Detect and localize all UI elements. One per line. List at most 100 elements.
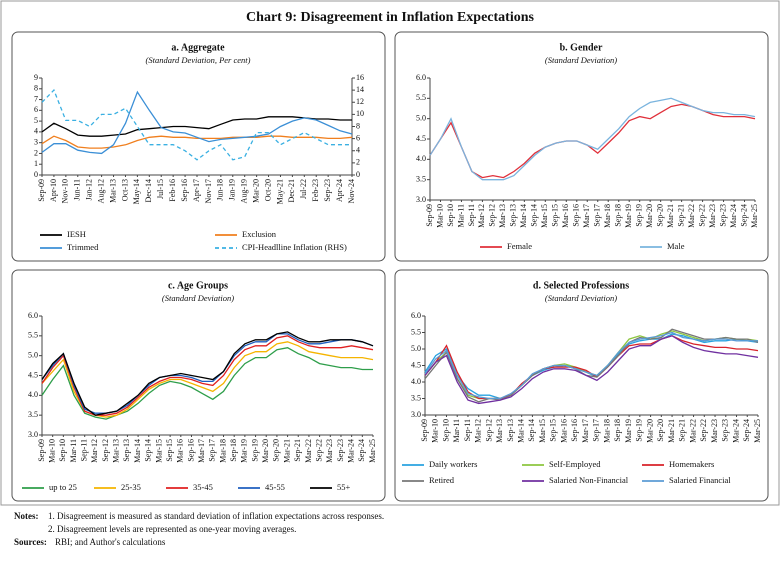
x-tick-label: Sep-23 bbox=[718, 204, 727, 227]
x-tick-label: Mar-14 bbox=[517, 419, 526, 443]
x-tick-label: Sep-09 bbox=[420, 419, 429, 442]
x-tick-label: Mar-20 bbox=[251, 179, 260, 203]
x-tick-label: Mar-16 bbox=[176, 439, 185, 463]
x-tick-label: Sep-19 bbox=[250, 439, 259, 462]
series-line bbox=[424, 328, 759, 403]
y-tick-label: 3.0 bbox=[411, 410, 421, 419]
legend-label: Female bbox=[507, 241, 532, 251]
x-tick-label: Feb-16 bbox=[168, 179, 177, 202]
legend-label: Exclusion bbox=[242, 229, 277, 239]
x-tick-label: Dec-14 bbox=[144, 179, 153, 203]
x-tick-label: Sep-21 bbox=[678, 419, 687, 442]
legend-label: Salaried Financial bbox=[669, 475, 731, 485]
x-tick-label: May-21 bbox=[275, 179, 284, 204]
y-tick-label: 8 bbox=[34, 84, 38, 93]
x-tick-label: Mar-17 bbox=[581, 419, 590, 443]
x-tick-label: Mar-15 bbox=[538, 419, 547, 443]
series-line bbox=[41, 116, 352, 137]
x-tick-label: Sep-13 bbox=[506, 419, 515, 442]
x-tick-label: Sep-15 bbox=[165, 439, 174, 462]
x-tick-label: Sep-11 bbox=[467, 204, 476, 226]
x-tick-label: Mar-24 bbox=[729, 204, 738, 228]
x-tick-label: Sep-15 bbox=[551, 204, 560, 227]
x-tick-label: Nov-10 bbox=[61, 179, 70, 203]
x-tick-label: Mar-13 bbox=[495, 419, 504, 443]
legend-label: Trimmed bbox=[67, 242, 99, 252]
panel-subtitle: (Standard Deviation) bbox=[545, 55, 617, 65]
legend-label: up to 25 bbox=[49, 482, 77, 492]
x-tick-label: Mar-19 bbox=[624, 419, 633, 443]
x-tick-label: Mar-25 bbox=[753, 419, 762, 443]
series-line bbox=[41, 90, 353, 155]
x-tick-label: Mar-17 bbox=[582, 204, 591, 228]
x-tick-label: Mar-18 bbox=[602, 419, 611, 443]
legend-label: CPI-Headlline Inflation (RHS) bbox=[242, 242, 347, 252]
series-line bbox=[41, 331, 374, 416]
x-tick-label: Mar-19 bbox=[240, 439, 249, 463]
x-tick-label: Sep-21 bbox=[293, 439, 302, 462]
x-tick-label: Mar-12 bbox=[477, 204, 486, 228]
series-line bbox=[429, 103, 756, 179]
panel-frame bbox=[394, 31, 769, 262]
x-tick-label: Sep-09 bbox=[425, 204, 434, 227]
x-tick-label: Aug-19 bbox=[240, 179, 249, 203]
x-tick-label: Jan-12 bbox=[85, 179, 94, 200]
panel-title: b. Gender bbox=[560, 42, 603, 53]
x-tick-label: Sep-12 bbox=[101, 439, 110, 462]
x-tick-label: Oct-13 bbox=[120, 179, 129, 201]
y-tick-label: 3 bbox=[34, 137, 38, 146]
x-tick-label: Nov-24 bbox=[347, 179, 356, 203]
y-tick-label: 5.0 bbox=[416, 113, 426, 122]
x-tick-label: Mar-24 bbox=[346, 439, 355, 463]
x-tick-label: Sep-24 bbox=[739, 204, 748, 227]
x-tick-label: Oct-20 bbox=[263, 179, 272, 201]
x-tick-label: Mar-21 bbox=[667, 419, 676, 443]
y-tick-label: 3.0 bbox=[28, 430, 38, 439]
x-tick-label: Sep-12 bbox=[488, 204, 497, 227]
x-tick-label: Mar-10 bbox=[48, 439, 57, 463]
y-tick-label: 6.0 bbox=[416, 73, 426, 82]
y-tick-label: 5.0 bbox=[411, 344, 421, 353]
x-tick-label: Mar-13 bbox=[498, 204, 507, 228]
y2-tick-label: 12 bbox=[356, 97, 364, 106]
x-tick-label: Sep-22 bbox=[314, 439, 323, 462]
x-tick-label: Jul-22 bbox=[299, 179, 308, 199]
x-tick-label: Mar-20 bbox=[645, 419, 654, 443]
legend-label: 35-45 bbox=[193, 482, 213, 492]
x-tick-label: Mar-13 bbox=[112, 439, 121, 463]
legend-label: 55+ bbox=[337, 482, 351, 492]
x-tick-label: Sep-13 bbox=[122, 439, 131, 462]
panel-subtitle: (Standard Deviation) bbox=[545, 293, 617, 303]
x-tick-label: Sep-12 bbox=[484, 419, 493, 442]
y2-tick-label: 16 bbox=[356, 73, 364, 82]
y-tick-label: 5.5 bbox=[411, 327, 421, 336]
panel-frame bbox=[11, 269, 386, 502]
panel-subtitle: (Standard Deviation) bbox=[162, 293, 234, 303]
x-tick-label: Mar-10 bbox=[435, 204, 444, 228]
y-tick-label: 3.5 bbox=[411, 393, 421, 402]
y2-tick-label: 4 bbox=[356, 146, 360, 155]
x-tick-label: Mar-15 bbox=[154, 439, 163, 463]
sources-label: Sources: bbox=[14, 537, 47, 547]
x-tick-label: Sep-16 bbox=[572, 204, 581, 227]
legend-label: 45-55 bbox=[265, 482, 285, 492]
legend-label: Daily workers bbox=[429, 459, 477, 469]
legend-label: 25-35 bbox=[121, 482, 141, 492]
y2-tick-label: 14 bbox=[356, 85, 364, 94]
x-tick-label: Mar-14 bbox=[133, 439, 142, 463]
x-tick-label: Mar-22 bbox=[688, 419, 697, 443]
series-line bbox=[424, 333, 759, 400]
x-tick-label: Mar-23 bbox=[710, 419, 719, 443]
x-tick-label: Mar-19 bbox=[624, 204, 633, 228]
x-tick-label: Mar-23 bbox=[708, 204, 717, 228]
series-line bbox=[424, 335, 759, 400]
x-tick-label: Mar-10 bbox=[431, 419, 440, 443]
x-tick-label: Mar-21 bbox=[282, 439, 291, 463]
x-tick-label: Mar-12 bbox=[90, 439, 99, 463]
x-tick-label: Mar-12 bbox=[474, 419, 483, 443]
y-tick-label: 6.0 bbox=[28, 311, 38, 320]
y2-tick-label: 8 bbox=[356, 121, 360, 130]
panel-frame bbox=[11, 31, 386, 262]
series-line bbox=[41, 335, 374, 416]
